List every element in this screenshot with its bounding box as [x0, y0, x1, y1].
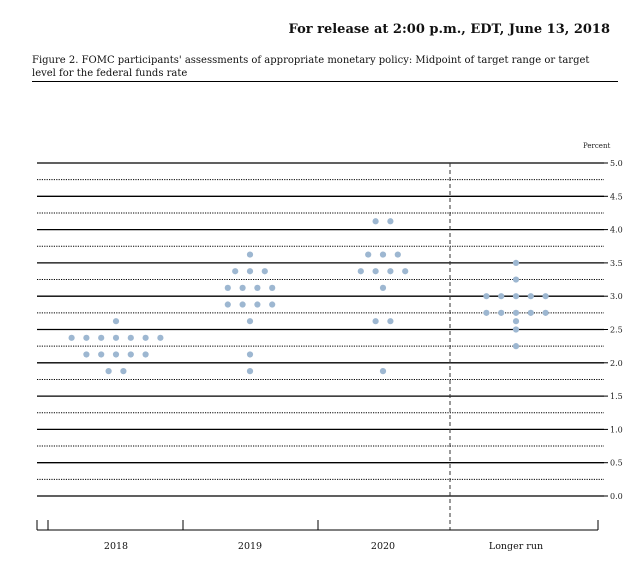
participant-dot — [542, 309, 549, 316]
y-tick-label: 4.0 — [610, 226, 623, 235]
participant-dot — [372, 318, 379, 325]
participant-dot — [83, 334, 90, 341]
release-notice: For release at 2:00 p.m., EDT, June 13, … — [288, 22, 610, 37]
participant-dot — [379, 284, 387, 291]
participant-dot — [224, 284, 231, 291]
participant-dot — [127, 351, 134, 358]
participant-dot — [68, 334, 75, 341]
participant-dot — [483, 293, 490, 300]
participant-dot — [387, 268, 394, 275]
y-tick-label: 1.0 — [610, 425, 623, 434]
participant-dot — [269, 301, 276, 308]
participant-dot — [112, 351, 120, 358]
participant-dot — [112, 334, 120, 341]
participant-dot — [498, 309, 505, 316]
participant-dot — [512, 276, 520, 283]
y-tick-label: 4.5 — [610, 192, 623, 201]
participant-dot — [98, 334, 105, 341]
participant-dot — [112, 318, 120, 325]
participant-dot — [357, 268, 364, 275]
x-category-label: 2020 — [371, 541, 395, 552]
participant-dot — [387, 218, 394, 225]
participant-dot — [246, 268, 254, 275]
participant-dot — [372, 218, 379, 225]
caption-rule — [32, 81, 618, 82]
participant-dot — [498, 293, 505, 300]
participant-dot — [120, 368, 127, 375]
participant-dot — [527, 309, 534, 316]
participant-dot — [512, 343, 520, 350]
participant-dot — [379, 368, 387, 375]
participant-dot — [239, 284, 246, 291]
participant-dot — [261, 268, 268, 275]
participant-dot — [127, 334, 134, 341]
axis-labels: 5.0 4.5 4.0 3.5 3.0 2.5 2.0 1.5 1.0 0.5 0.0 2018 201… — [104, 159, 623, 552]
participant-dot — [232, 268, 239, 275]
x-category-label: 2019 — [238, 541, 262, 552]
participant-dot — [254, 284, 261, 291]
x-axis — [36, 162, 608, 531]
participant-dot — [527, 293, 534, 300]
participant-dot — [246, 318, 254, 325]
y-tick-label: 2.5 — [610, 326, 623, 335]
participant-dot — [98, 351, 105, 358]
y-axis-unit-label: Percent — [583, 142, 610, 150]
participant-dot — [512, 259, 520, 266]
y-tick-label: 3.5 — [610, 259, 623, 268]
participant-dot — [365, 251, 372, 258]
x-category-label: Longer run — [489, 541, 543, 552]
y-tick-label: 1.5 — [610, 392, 623, 401]
participant-dot — [512, 318, 520, 325]
y-tick-label: 5.0 — [610, 159, 623, 168]
y-tick-label: 0.0 — [610, 492, 623, 501]
participant-dot — [387, 318, 394, 325]
dot-marks — [68, 218, 549, 375]
participant-dot — [224, 301, 231, 308]
participant-dot — [372, 268, 379, 275]
participant-dot — [512, 309, 520, 316]
x-category-label: 2018 — [104, 541, 128, 552]
participant-dot — [142, 351, 149, 358]
y-tick-label: 0.5 — [610, 459, 623, 468]
participant-dot — [105, 368, 112, 375]
participant-dot — [83, 351, 90, 358]
participant-dot — [512, 326, 520, 333]
grid-lines — [37, 162, 604, 530]
participant-dot — [157, 334, 164, 341]
participant-dot — [542, 293, 549, 300]
participant-dot — [246, 368, 254, 375]
participant-dot — [379, 251, 387, 258]
participant-dot — [512, 293, 520, 300]
participant-dot — [142, 334, 149, 341]
participant-dot — [394, 251, 401, 258]
participant-dot — [239, 301, 246, 308]
participant-dot — [402, 268, 409, 275]
figure-caption: Figure 2. FOMC participants' assessments… — [32, 55, 590, 79]
y-tick-label: 2.0 — [610, 359, 623, 368]
participant-dot — [254, 301, 261, 308]
participant-dot — [246, 351, 254, 358]
participant-dot — [269, 284, 276, 291]
participant-dot — [483, 309, 490, 316]
y-tick-label: 3.0 — [610, 292, 623, 301]
participant-dot — [246, 251, 254, 258]
